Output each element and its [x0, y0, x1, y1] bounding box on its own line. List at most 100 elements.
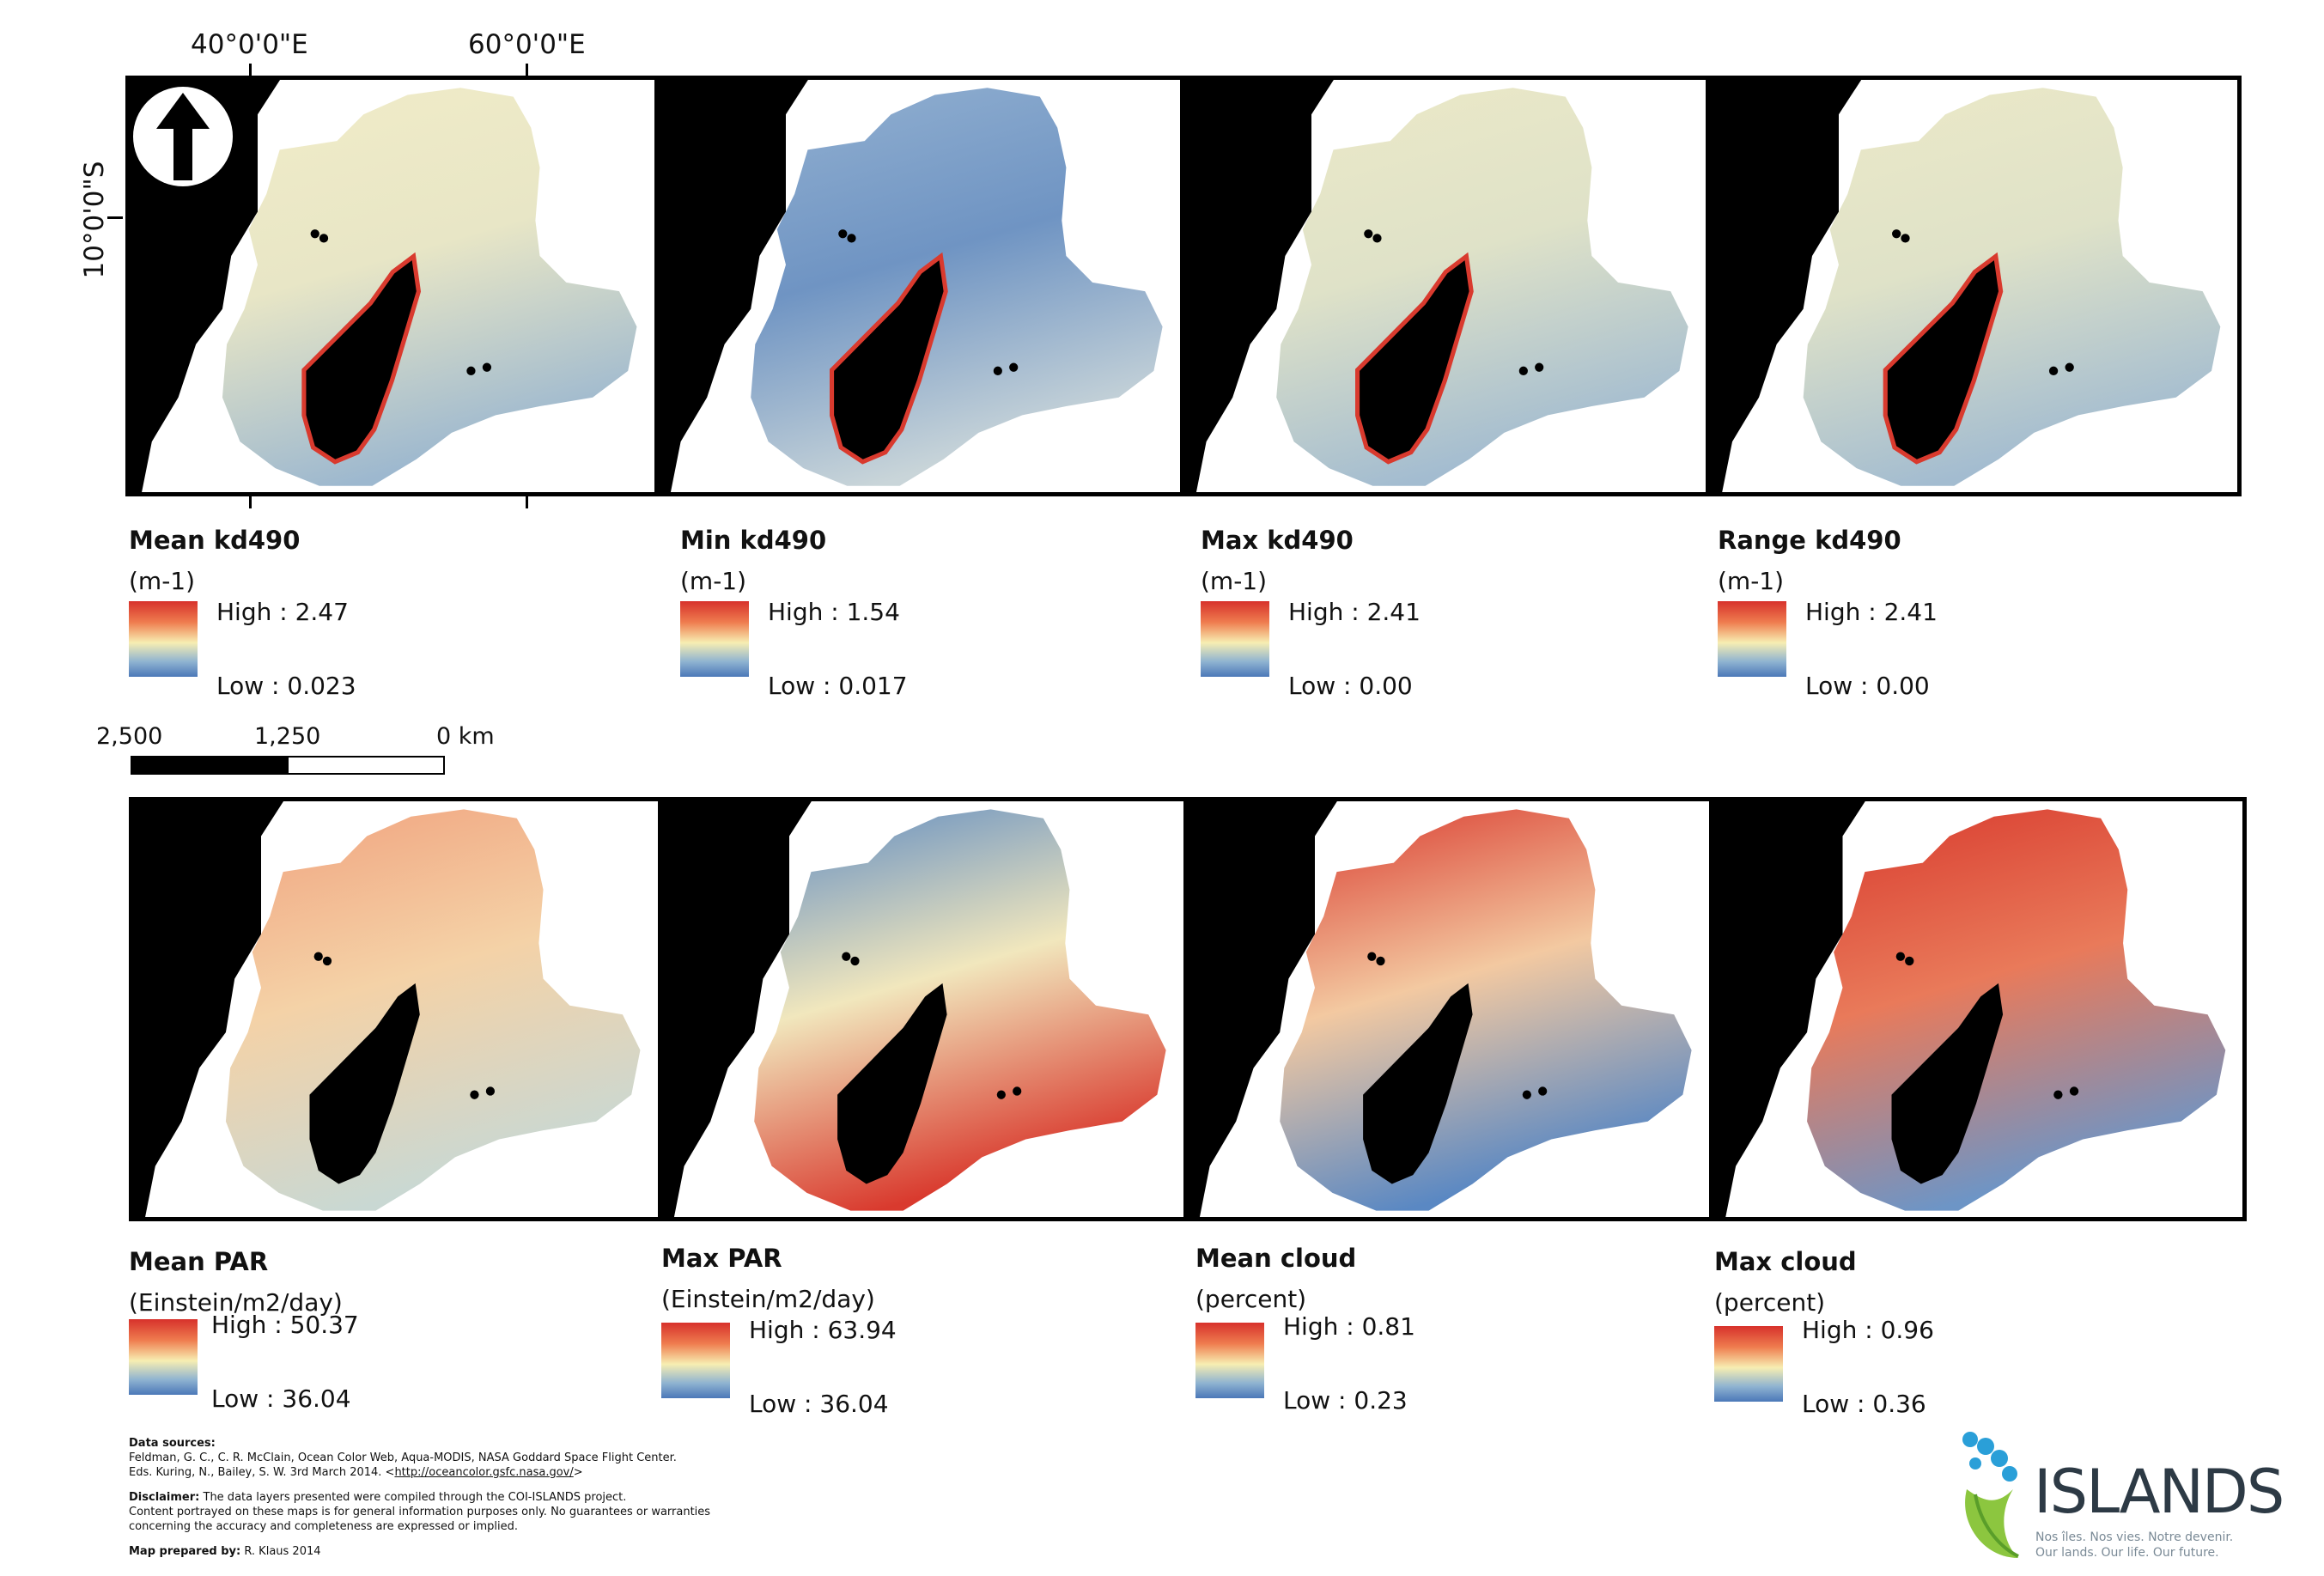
panel-divider: [1706, 76, 1709, 496]
map-mean-par: [129, 800, 658, 1220]
map-range-kd490: [1706, 79, 2238, 495]
madagascar-landmass: [1891, 983, 2004, 1184]
scalebar-label-right: 0 km: [436, 723, 495, 750]
island-landmass: [322, 956, 332, 966]
legend-max-kd490: Max kd490 (m-1) High : 2.41 Low : 0.00: [1201, 526, 1561, 706]
prepared-value: R. Klaus 2014: [244, 1545, 321, 1558]
legend-low: Low : 0.017: [768, 672, 908, 700]
legend-high: High : 0.96: [1802, 1316, 1934, 1344]
map-min-kd490: [654, 79, 1180, 495]
legend-title: Mean PAR: [129, 1247, 269, 1276]
island-landmass: [2053, 1090, 2063, 1099]
legend-low: Low : 36.04: [211, 1384, 351, 1413]
legend-mean-kd490: Mean kd490 (m-1) High : 2.47 Low : 0.023: [129, 526, 490, 706]
graticule-tick: [249, 493, 252, 508]
legend-unit: (percent): [1714, 1288, 1826, 1317]
madagascar-landmass: [837, 983, 947, 1184]
island-landmass: [466, 366, 476, 375]
island-landmass: [842, 952, 851, 961]
island-landmass: [1518, 366, 1528, 375]
graticule-tick: [526, 493, 528, 508]
legend-high: High : 1.54: [768, 598, 900, 626]
legend-unit: (m-1): [680, 567, 747, 595]
legend-title: Mean cloud: [1195, 1244, 1357, 1273]
legend-high: High : 2.47: [216, 598, 349, 626]
island-landmass: [2048, 366, 2059, 375]
logo-tagline-en: Our lands. Our life. Our future.: [2035, 1546, 2219, 1560]
map-max-kd490: [1180, 79, 1706, 495]
island-landmass: [482, 362, 492, 372]
africa-landmass: [125, 79, 281, 495]
panel-divider: [658, 797, 661, 1221]
island-landmass: [850, 956, 860, 966]
latitude-label-10s: 10°0'0"S: [79, 161, 110, 279]
sources-line-2: Eds. Kuring, N., Bailey, S. W. 3rd March…: [129, 1466, 395, 1479]
africa-landmass: [658, 800, 812, 1220]
legend-unit: (m-1): [129, 567, 196, 595]
legend-high: High : 63.94: [749, 1316, 897, 1344]
island-landmass: [996, 1090, 1006, 1099]
scalebar: [131, 756, 445, 775]
graticule-tick: [107, 216, 123, 219]
legend-color-ramp: [1201, 601, 1269, 677]
panel-divider: [1180, 76, 1183, 496]
island-landmass: [1372, 234, 1382, 243]
prepared-label: Map prepared by:: [129, 1545, 241, 1558]
legend-unit: (m-1): [1718, 567, 1785, 595]
legend-color-ramp: [661, 1323, 730, 1398]
africa-landmass: [129, 800, 284, 1220]
logo-tagline-fr: Nos îles. Nos vies. Notre devenir.: [2035, 1530, 2234, 1544]
logo-wordmark: ISLANDS: [2034, 1457, 2284, 1527]
graticule-tick: [526, 64, 528, 79]
legend-high: High : 50.37: [211, 1311, 359, 1339]
disclaimer-line-3: concerning the accuracy and completeness…: [129, 1520, 518, 1533]
scalebar-segment: [132, 758, 289, 773]
legend-title: Min kd490: [680, 526, 827, 555]
scalebar-label-mid: 1,250: [254, 723, 321, 750]
legend-max-par: Max PAR (Einstein/m2/day) High : 63.94 L…: [661, 1244, 1022, 1424]
legend-mean-cloud: Mean cloud (percent) High : 0.81 Low : 0…: [1195, 1244, 1556, 1424]
legend-color-ramp: [1718, 601, 1786, 677]
legend-unit: (m-1): [1201, 567, 1268, 595]
madagascar-landmass: [1363, 983, 1473, 1184]
legend-high: High : 0.81: [1283, 1312, 1415, 1341]
island-landmass: [1538, 1086, 1548, 1096]
africa-landmass: [1706, 79, 1862, 495]
data-coverage-area: [222, 88, 637, 486]
legend-color-ramp: [1714, 1326, 1783, 1402]
island-landmass: [1892, 229, 1901, 239]
disclaimer-label: Disclaimer:: [129, 1491, 200, 1504]
africa-landmass: [654, 79, 809, 495]
credits-block: Data sources: Feldman, G. C., C. R. McCl…: [129, 1436, 799, 1559]
graticule-tick: [249, 64, 252, 79]
island-landmass: [485, 1086, 496, 1096]
island-landmass: [1013, 1086, 1022, 1096]
legend-color-ramp: [680, 601, 749, 677]
data-coverage-area: [751, 88, 1163, 486]
island-landmass: [313, 952, 323, 961]
sources-label: Data sources:: [129, 1437, 216, 1450]
islands-logo: ISLANDS Nos îles. Nos vies. Notre deveni…: [1950, 1429, 2284, 1567]
madagascar-landmass: [309, 983, 420, 1184]
legend-high: High : 2.41: [1288, 598, 1421, 626]
longitude-label-60e: 60°0'0"E: [468, 29, 586, 60]
legend-title: Mean kd490: [129, 526, 301, 555]
panel-divider: [654, 76, 658, 496]
panel-divider: [1709, 797, 1713, 1221]
north-arrow-icon: [133, 87, 233, 186]
legend-title: Max cloud: [1714, 1247, 1857, 1276]
africa-landmass: [1180, 79, 1335, 495]
legend-low: Low : 36.04: [749, 1390, 889, 1418]
island-landmass: [1535, 362, 1544, 372]
legend-unit: (percent): [1195, 1285, 1307, 1313]
data-coverage-area: [1276, 88, 1688, 486]
legend-low: Low : 0.36: [1802, 1390, 1926, 1418]
map-mean-cloud: [1183, 800, 1709, 1220]
sources-link[interactable]: http://oceancolor.gsfc.nasa.gov/: [394, 1466, 574, 1479]
africa-landmass: [1709, 800, 1866, 1220]
legend-low: Low : 0.023: [216, 672, 356, 700]
legend-color-ramp: [129, 1319, 198, 1395]
island-landmass: [2069, 1086, 2079, 1096]
data-coverage-area: [1807, 809, 2226, 1211]
legend-low: Low : 0.23: [1283, 1386, 1408, 1415]
